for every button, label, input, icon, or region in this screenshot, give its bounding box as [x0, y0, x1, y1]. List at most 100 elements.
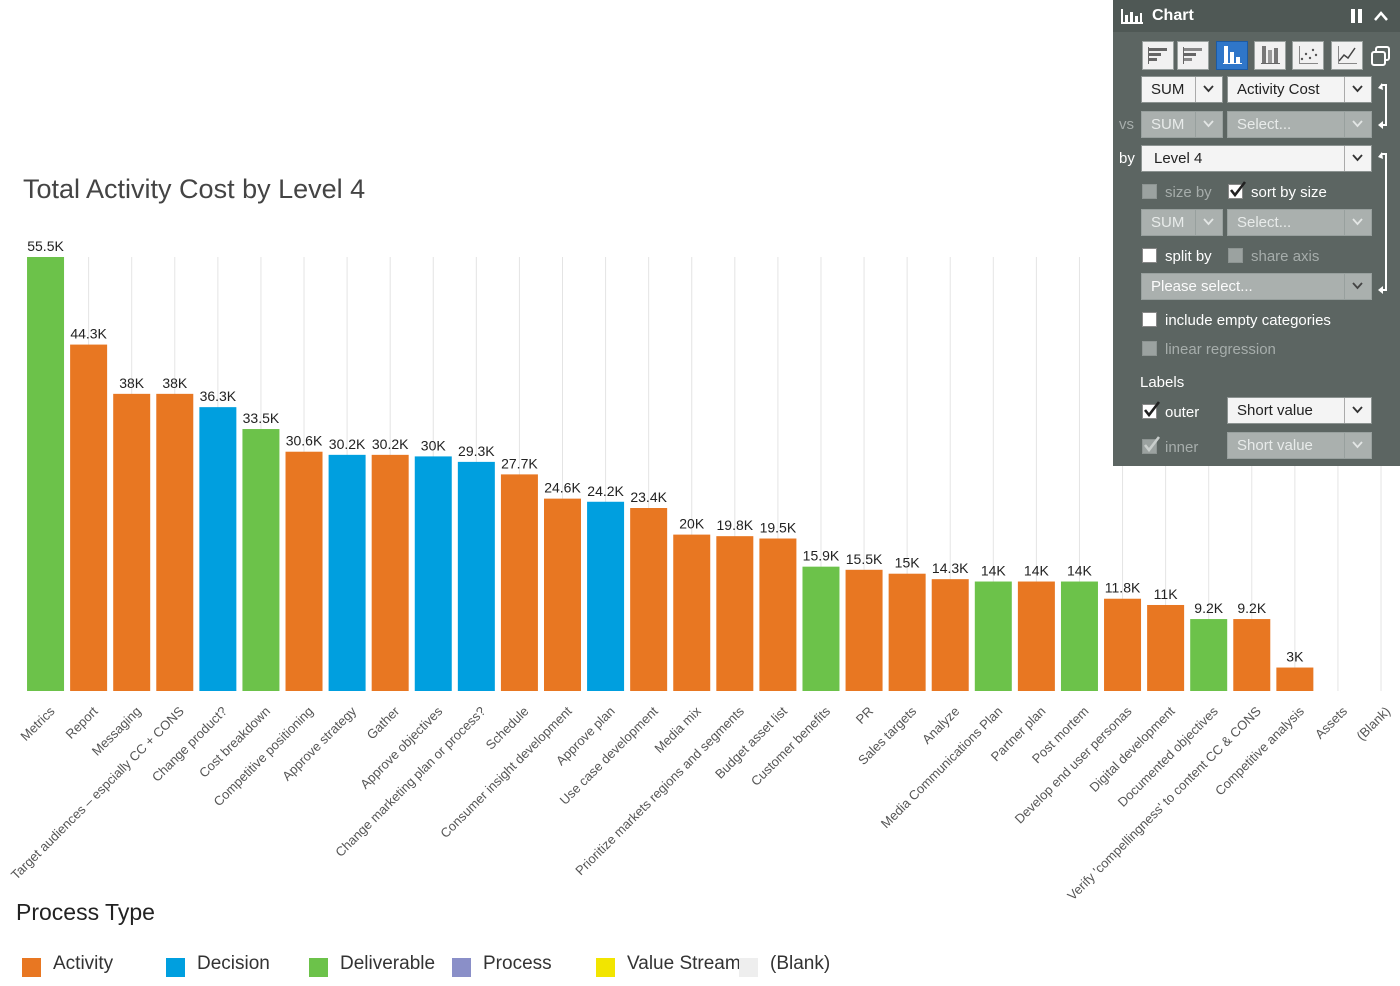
stacked-horizontal-bar-icon[interactable]	[1177, 41, 1209, 70]
bar-26[interactable]	[1147, 604, 1185, 691]
include-empty-checkbox[interactable]	[1142, 312, 1157, 327]
bar-13[interactable]	[587, 501, 625, 691]
sort-by-size-checkbox[interactable]	[1228, 181, 1247, 199]
bar-29[interactable]	[1276, 667, 1314, 691]
split-by-label: split by	[1165, 248, 1212, 265]
copy-icon[interactable]	[1370, 45, 1392, 72]
chevron-down-icon	[1344, 210, 1371, 235]
bar-6[interactable]	[285, 451, 323, 691]
legend-swatch-deliverable	[309, 958, 328, 977]
chevron-down-icon	[1195, 112, 1222, 137]
outer-label-select[interactable]: Short value	[1227, 397, 1372, 424]
legend-swatch-process	[452, 958, 471, 977]
measure-select[interactable]: Activity Cost	[1227, 76, 1372, 103]
bar-10[interactable]	[457, 461, 495, 691]
bar-20[interactable]	[888, 573, 926, 691]
data-label-11: 27.7K	[501, 455, 538, 471]
aggregation-select[interactable]: SUM	[1141, 76, 1223, 103]
size-aggregation-value: SUM	[1151, 214, 1185, 231]
group-by-select[interactable]: Level 4	[1141, 145, 1372, 172]
data-label-25: 11.8K	[1105, 580, 1141, 596]
x-tick-label-4: Change product?	[149, 704, 230, 785]
bar-23[interactable]	[1017, 581, 1055, 691]
bar-3[interactable]	[156, 393, 194, 691]
bar-chart: 55.5KMetrics44.3KReport38KMessaging38KTa…	[8, 238, 1393, 900]
linear-regression-checkbox[interactable]	[1142, 341, 1157, 356]
bar-17[interactable]	[759, 538, 797, 691]
legend-swatch-blank	[739, 958, 758, 977]
split-by-select[interactable]: Please select...	[1141, 273, 1372, 300]
bar-18[interactable]	[802, 566, 840, 691]
bar-7[interactable]	[328, 454, 366, 691]
bar-28[interactable]	[1233, 619, 1271, 691]
bar-11[interactable]	[500, 474, 538, 691]
bar-21[interactable]	[931, 579, 969, 691]
bar-2[interactable]	[113, 393, 151, 691]
bar-4[interactable]	[199, 407, 237, 691]
vertical-bar-icon[interactable]	[1216, 41, 1248, 70]
x-tick-label-8: Gather	[364, 703, 403, 742]
x-tick-label-0: Metrics	[17, 703, 58, 744]
swap-arrow-icon[interactable]	[1377, 83, 1391, 136]
bar-1[interactable]	[70, 344, 108, 691]
outer-label-value: Short value	[1237, 402, 1313, 419]
chevron-down-icon	[1344, 433, 1371, 458]
data-label-0: 55.5K	[27, 238, 64, 254]
data-label-15: 20K	[679, 516, 705, 532]
chevron-down-icon	[1195, 210, 1222, 235]
size-by-checkbox[interactable]	[1142, 184, 1157, 199]
pause-icon[interactable]	[1350, 9, 1364, 28]
data-label-27: 9.2K	[1194, 600, 1223, 616]
x-tick-label-18: Customer benefits	[748, 703, 834, 789]
stacked-vertical-bar-icon[interactable]	[1254, 41, 1286, 70]
inner-label-select[interactable]: Short value	[1227, 432, 1372, 459]
aggregation-value: SUM	[1151, 81, 1185, 98]
bar-16[interactable]	[716, 536, 754, 691]
split-by-value: Please select...	[1151, 278, 1253, 295]
size-measure-select[interactable]: Select...	[1227, 209, 1372, 236]
bar-8[interactable]	[371, 454, 409, 691]
data-label-1: 44.3K	[70, 326, 107, 342]
size-measure-value: Select...	[1237, 214, 1292, 231]
outer-label-checkbox[interactable]	[1142, 401, 1161, 419]
bar-24[interactable]	[1060, 581, 1098, 691]
panel-title: Chart	[1152, 7, 1194, 24]
vs-label: vs	[1119, 116, 1134, 133]
legend-label-deliverable: Deliverable	[340, 953, 436, 974]
checkmark-icon	[1143, 401, 1161, 418]
chevron-up-icon[interactable]	[1373, 9, 1389, 27]
inner-label-checkbox[interactable]	[1142, 436, 1161, 454]
share-axis-checkbox[interactable]	[1228, 248, 1243, 263]
size-aggregation-select[interactable]: SUM	[1141, 209, 1223, 236]
bar-25[interactable]	[1104, 598, 1142, 691]
x-tick-label-31: (Blank)	[1353, 704, 1393, 744]
measure-value: Activity Cost	[1237, 81, 1320, 98]
vs-aggregation-select[interactable]: SUM	[1141, 111, 1223, 138]
bar-19[interactable]	[845, 569, 883, 691]
vs-measure-select[interactable]: Select...	[1227, 111, 1372, 138]
bar-12[interactable]	[544, 498, 581, 691]
swap-arrow-icon[interactable]	[1377, 152, 1391, 301]
panel-header: Chart	[1113, 0, 1400, 32]
bar-9[interactable]	[414, 456, 452, 691]
bar-5[interactable]	[242, 429, 280, 691]
by-label: by	[1119, 150, 1135, 167]
chevron-down-icon	[1344, 146, 1371, 171]
data-label-20: 15K	[895, 555, 921, 571]
horizontal-bar-icon[interactable]	[1142, 41, 1174, 70]
split-by-checkbox[interactable]	[1142, 248, 1157, 263]
line-icon[interactable]	[1331, 41, 1363, 70]
group-by-value: Level 4	[1154, 150, 1203, 167]
bar-22[interactable]	[974, 581, 1012, 691]
vs-measure-value: Select...	[1237, 116, 1292, 133]
data-label-17: 19.5K	[760, 520, 797, 536]
bar-0[interactable]	[27, 257, 65, 691]
chevron-down-icon	[1195, 77, 1222, 102]
scatter-icon[interactable]	[1292, 41, 1324, 70]
checkmark-icon	[1143, 436, 1161, 453]
inner-label: inner	[1165, 439, 1199, 456]
bar-15[interactable]	[673, 534, 711, 691]
data-label-2: 38K	[119, 375, 145, 391]
bar-14[interactable]	[630, 508, 668, 691]
bar-27[interactable]	[1190, 619, 1228, 691]
